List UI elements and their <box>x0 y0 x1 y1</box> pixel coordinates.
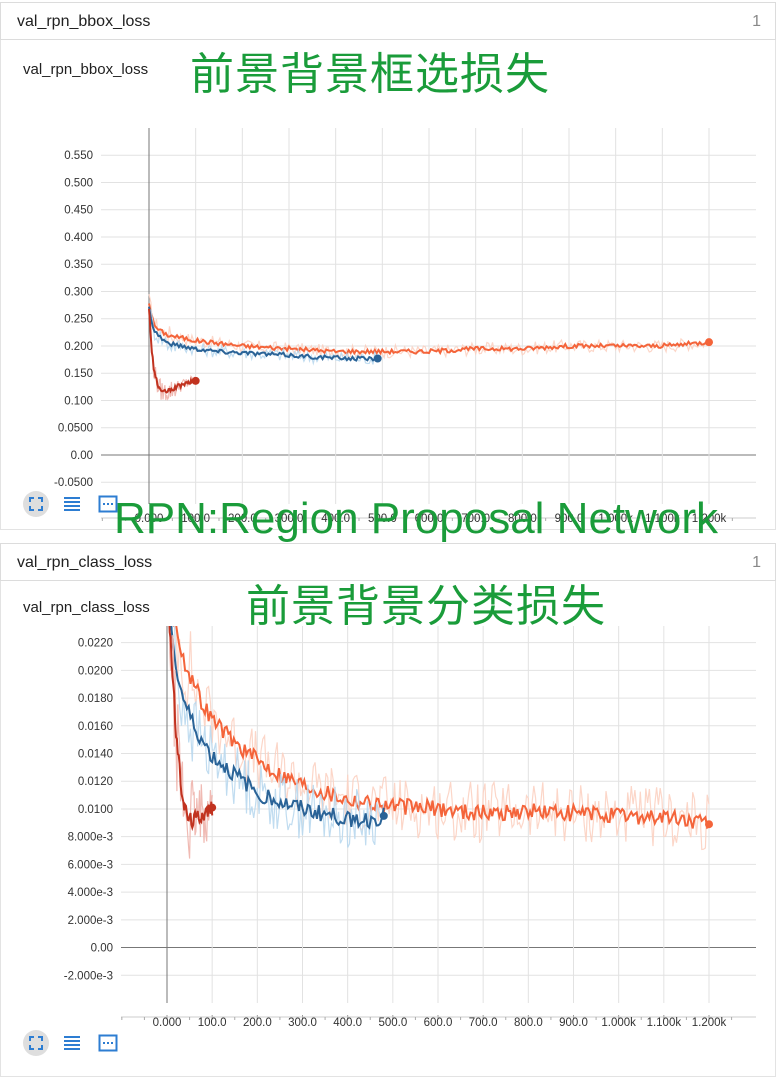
fit-domain-icon[interactable] <box>95 491 121 517</box>
list-icon[interactable] <box>59 491 85 517</box>
series-end-point <box>379 811 388 820</box>
y-tick-label: 0.100 <box>64 395 93 407</box>
chart-card-class: val_rpn_class_loss -2.000e-3 0.00 2.000e-3… <box>0 581 776 1077</box>
y-tick-label: 0.00 <box>91 943 113 955</box>
x-tick-label: 300.0 <box>275 513 304 525</box>
x-tick-label: 600.0 <box>415 513 444 525</box>
grid <box>101 128 756 521</box>
x-tick-label: 100.0 <box>198 1017 227 1029</box>
y-tick-label: 0.450 <box>64 205 93 217</box>
x-tick-label: 900.0 <box>555 513 584 525</box>
series-smoothed-line <box>173 626 710 830</box>
x-tick-label: 1.000k <box>601 1017 636 1029</box>
plot-area <box>168 626 710 859</box>
series-smoothed-line <box>148 308 197 394</box>
section-header-class[interactable]: val_rpn_class_loss 1 <box>0 543 776 581</box>
x-tick-label: 1.100k <box>647 1017 682 1029</box>
x-tick-label: 600.0 <box>424 1017 453 1029</box>
y-tick-label: 0.500 <box>64 177 93 189</box>
class-loss-chart[interactable]: -2.000e-3 0.00 2.000e-3 4.000e-3 6.000e-3 8.0… <box>1 621 777 1077</box>
series-end-point <box>208 803 217 812</box>
y-tick-label: -0.0500 <box>54 477 93 489</box>
y-tick-label: 0.0180 <box>78 693 113 705</box>
series-end-point <box>705 820 713 829</box>
series-smoothed-line <box>168 626 214 832</box>
series-end-point <box>373 354 382 363</box>
x-tick-label: 400.0 <box>321 513 350 525</box>
expand-icon[interactable] <box>23 491 49 517</box>
series-smoothed-line <box>148 306 378 362</box>
y-tick-label: 0.0200 <box>78 665 113 677</box>
x-tick-label: 1.100k <box>645 513 680 525</box>
y-tick-label: 0.0120 <box>78 776 113 788</box>
series-raw-line <box>175 626 710 851</box>
y-tick-label: 0.250 <box>64 314 93 326</box>
y-tick-label: 0.400 <box>64 232 93 244</box>
y-tick-label: -2.000e-3 <box>64 970 113 982</box>
y-tick-label: 0.0100 <box>78 804 113 816</box>
y-tick-label: 0.350 <box>64 259 93 271</box>
y-tick-label: 0.300 <box>64 286 93 298</box>
series-smoothed-line <box>148 303 710 356</box>
section-header-bbox[interactable]: val_rpn_bbox_loss 1 <box>0 2 776 40</box>
series-raw-line <box>169 626 385 848</box>
list-icon[interactable] <box>59 1030 85 1056</box>
y-tick-label: 0.0220 <box>78 638 113 650</box>
x-tick-label: 300.0 <box>288 1017 317 1029</box>
card-title: val_rpn_class_loss <box>23 599 150 616</box>
x-tick-label: 0.000 <box>153 1017 182 1029</box>
plot-area <box>148 294 710 401</box>
y-tick-label: 0.0140 <box>78 749 113 761</box>
x-tick-label: 700.0 <box>461 513 490 525</box>
x-tick-label: 900.0 <box>559 1017 588 1029</box>
x-tick-label: 400.0 <box>333 1017 362 1029</box>
chart-card-bbox: val_rpn_bbox_loss -0.0500 0.00 0.0500 0.100… <box>0 40 776 530</box>
x-tick-label: 700.0 <box>469 1017 498 1029</box>
series-end-point <box>705 338 713 347</box>
section-title: val_rpn_bbox_loss <box>17 13 151 30</box>
series-smoothed-line <box>170 626 385 830</box>
series-raw-line <box>148 309 378 366</box>
x-tick-label: 200.0 <box>228 513 257 525</box>
y-tick-label: 0.0500 <box>58 423 93 435</box>
y-tick-label: 0.150 <box>64 368 93 380</box>
y-tick-label: 0.200 <box>64 341 93 353</box>
section-count: 1 <box>752 13 761 30</box>
section-count: 1 <box>752 554 761 571</box>
x-tick-label: 800.0 <box>514 1017 543 1029</box>
class-annotation: 前景背景分类损失 <box>246 582 606 631</box>
y-tick-label: 4.000e-3 <box>68 887 113 899</box>
y-tick-label: 8.000e-3 <box>68 832 113 844</box>
x-tick-label: 100.0 <box>181 513 210 525</box>
series-end-point <box>191 376 200 385</box>
section-title: val_rpn_class_loss <box>17 554 153 571</box>
y-tick-label: 6.000e-3 <box>68 859 113 871</box>
bbox-annotation: 前景背景框选损失 <box>190 50 550 99</box>
chart-toolbar <box>23 1030 121 1056</box>
x-tick-label: 1.000k <box>598 513 633 525</box>
bbox-loss-chart[interactable]: -0.0500 0.00 0.0500 0.100 0.150 0.200 0.250 0.3… <box>1 80 777 530</box>
y-tick-label: 2.000e-3 <box>68 915 113 927</box>
y-tick-label: 0.0160 <box>78 721 113 733</box>
x-tick-label: 800.0 <box>508 513 537 525</box>
x-tick-label: 1.200k <box>692 1017 727 1029</box>
y-tick-label: 0.00 <box>71 450 93 462</box>
expand-icon[interactable] <box>23 1030 49 1056</box>
card-title: val_rpn_bbox_loss <box>23 61 149 78</box>
rpn-annotation: RPN:Region Proposal Network <box>114 494 719 543</box>
x-tick-label: 200.0 <box>243 1017 272 1029</box>
x-tick-label: 1.200k <box>692 513 727 525</box>
chart-toolbar <box>23 491 121 517</box>
fit-domain-icon[interactable] <box>95 1030 121 1056</box>
y-tick-label: 0.550 <box>64 150 93 162</box>
x-tick-label: 0.000 <box>135 513 164 525</box>
x-tick-label: 500.0 <box>378 1017 407 1029</box>
x-tick-label: 500.0 <box>368 513 397 525</box>
series-raw-line <box>148 310 197 401</box>
